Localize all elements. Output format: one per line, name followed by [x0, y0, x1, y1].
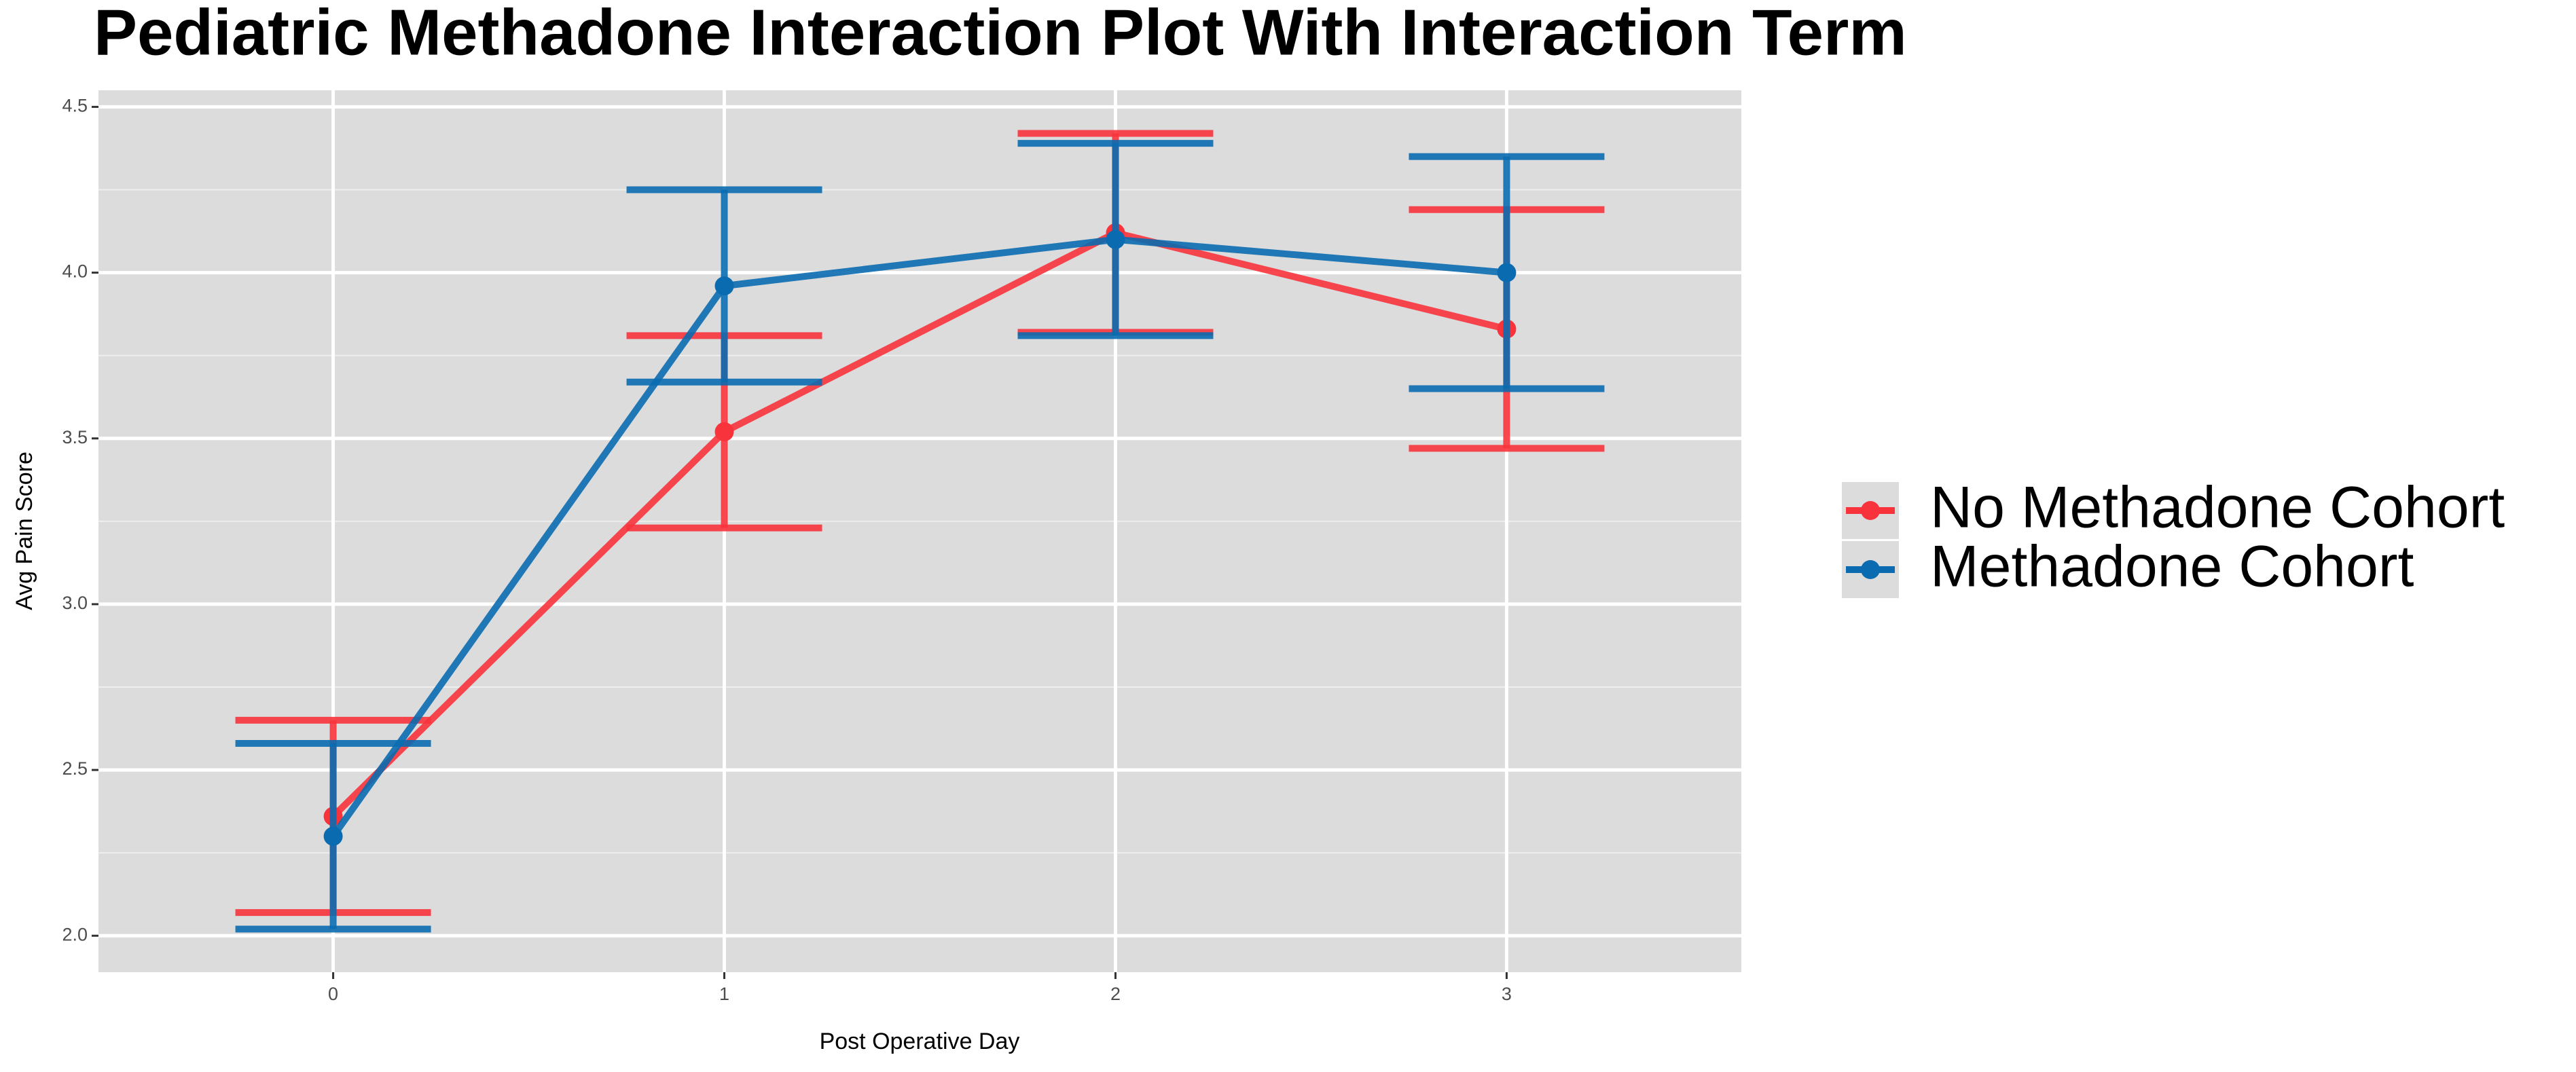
legend-point — [1861, 560, 1880, 579]
x-tick-label: 2 — [1110, 984, 1121, 1004]
chart-title: Pediatric Methadone Interaction Plot Wit… — [94, 0, 1907, 69]
x-tick-label: 1 — [719, 984, 729, 1004]
point — [323, 826, 343, 846]
point — [1106, 229, 1125, 249]
y-tick-label: 2.0 — [62, 924, 88, 944]
x-tick-label: 0 — [328, 984, 338, 1004]
plot-panel — [98, 90, 1741, 972]
point — [714, 276, 734, 296]
y-tick-label: 2.5 — [62, 758, 88, 779]
y-axis-title: Avg Pain Score — [12, 451, 37, 610]
legend-label: Methadone Cohort — [1930, 534, 2414, 599]
y-tick-label: 3.0 — [62, 593, 88, 613]
legend-label: No Methadone Cohort — [1930, 475, 2505, 540]
legend-point — [1861, 501, 1880, 520]
series-line — [331, 229, 1508, 819]
point — [714, 422, 734, 441]
x-axis-title: Post Operative Day — [820, 1029, 1020, 1054]
y-tick-label: 4.5 — [62, 96, 88, 116]
point — [1497, 263, 1517, 282]
x-tick-label: 3 — [1502, 984, 1512, 1004]
series-line — [330, 236, 1507, 838]
y-tick-label: 3.5 — [62, 427, 88, 447]
y-tick-label: 4.0 — [62, 261, 88, 282]
